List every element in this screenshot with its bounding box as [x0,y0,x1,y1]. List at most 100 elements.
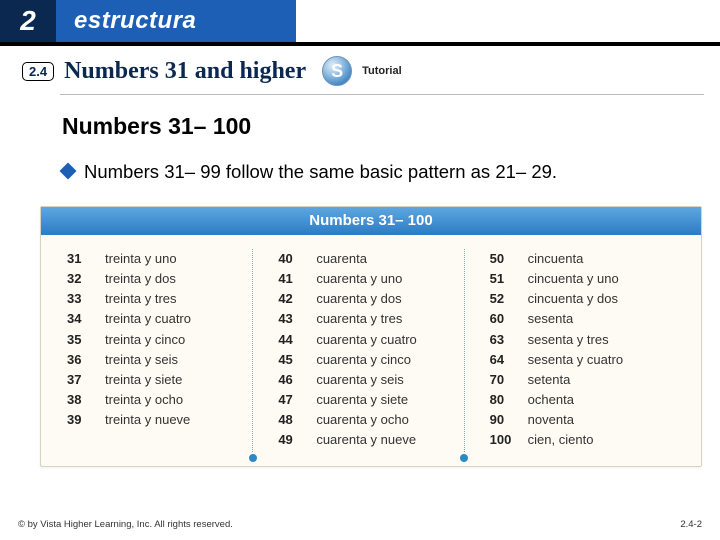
table-row: 46 cuarenta y seis [278,370,463,390]
number-word: sesenta y cuatro [528,350,623,370]
copyright: © by Vista Higher Learning, Inc. All rig… [18,519,233,530]
number-value: 34 [67,309,93,329]
table-row: 47cuarenta y siete [278,390,463,410]
number-word: treinta y cuatro [105,309,191,329]
number-word: sesenta y tres [528,330,609,350]
table-row: 90 noventa [490,410,675,430]
table-row: 33 treinta y tres [67,289,252,309]
table-row: 49 cuarenta y nueve [278,430,463,450]
table-row: 63 sesenta y tres [490,330,675,350]
number-word: cincuenta [528,249,584,269]
number-value: 50 [490,249,516,269]
number-value: 33 [67,289,93,309]
table-row: 40 cuarenta [278,249,463,269]
number-word: treinta y dos [105,269,176,289]
number-value: 38 [67,390,93,410]
number-value: 40 [278,249,304,269]
number-word: cuarenta y ocho [316,410,409,430]
table-row: 31treinta y uno [67,249,252,269]
number-word: treinta y uno [105,249,177,269]
section-badge: 2.4 [22,62,54,81]
table-title: Numbers 31– 100 [41,207,701,235]
table-row: 48 cuarenta y ocho [278,410,463,430]
table-row: 45 cuarenta y cinco [278,350,463,370]
number-value: 46 [278,370,304,390]
number-value: 42 [278,289,304,309]
number-value: 52 [490,289,516,309]
number-word: cuarenta y dos [316,289,401,309]
table-row: 37 treinta y siete [67,370,252,390]
s-icon: S [322,56,352,86]
number-word: cuarenta y tres [316,309,402,329]
number-value: 63 [490,330,516,350]
number-word: noventa [528,410,574,430]
chapter-number: 2 [0,0,56,42]
table-row: 44 cuarenta y cuatro [278,330,463,350]
number-value: 41 [278,269,304,289]
number-value: 48 [278,410,304,430]
number-value: 60 [490,309,516,329]
table-row: 35 treinta y cinco [67,330,252,350]
table-row: 64 sesenta y cuatro [490,350,675,370]
table-column: 40 cuarenta 41 cuarenta y uno 42 cuarenta y d… [252,249,463,450]
number-word: treinta y siete [105,370,182,390]
number-value: 49 [278,430,304,450]
table-row: 52 cincuenta y dos [490,289,675,309]
table-row: 41 cuarenta y uno [278,269,463,289]
subheader: 2.4 Numbers 31 and higher S Tutorial [0,46,720,94]
number-word: cuarenta y nueve [316,430,416,450]
number-value: 100 [490,430,516,450]
table-row: 50 cincuenta [490,249,675,269]
number-value: 64 [490,350,516,370]
number-value: 36 [67,350,93,370]
table-row: 34 treinta y cuatro [67,309,252,329]
table-row: 100 cien, ciento [490,430,675,450]
number-value: 32 [67,269,93,289]
number-word: treinta y cinco [105,330,185,350]
table-row: 43 cuarenta y tres [278,309,463,329]
tutorial-label: Tutorial [362,65,402,77]
number-word: cuarenta y seis [316,370,403,390]
number-word: cien, ciento [528,430,594,450]
table-row: 70setenta [490,370,675,390]
table-body: 31treinta y uno32 treinta y dos 33 treinta … [41,235,701,466]
number-value: 45 [278,350,304,370]
number-word: treinta y nueve [105,410,190,430]
number-value: 44 [278,330,304,350]
number-value: 37 [67,370,93,390]
content-area: Numbers 31– 100 Numbers 31– 99 follow th… [0,95,720,184]
table-row: 60 sesenta [490,309,675,329]
number-word: cuarenta y cuatro [316,330,416,350]
number-value: 80 [490,390,516,410]
footer: © by Vista Higher Learning, Inc. All rig… [18,519,702,530]
number-word: sesenta [528,309,574,329]
table-row: 51 cincuenta y uno [490,269,675,289]
number-word: treinta y tres [105,289,177,309]
number-value: 90 [490,410,516,430]
table-column: 31treinta y uno32 treinta y dos 33 treinta … [67,249,252,450]
number-value: 35 [67,330,93,350]
page-ref: 2.4-2 [680,519,702,530]
diamond-bullet-icon [60,163,77,180]
section-title: Numbers 31 and higher [64,58,306,85]
table-row: 32 treinta y dos [67,269,252,289]
bullet-text: Numbers 31– 99 follow the same basic pat… [84,160,557,184]
number-value: 47 [278,390,304,410]
number-word: cuarenta y cinco [316,350,411,370]
number-value: 51 [490,269,516,289]
table-row: 36treinta y seis [67,350,252,370]
number-word: cuarenta [316,249,367,269]
table-row: 38treinta y ocho [67,390,252,410]
table-row: 80ochenta [490,390,675,410]
number-word: cincuenta y dos [528,289,618,309]
section-label: estructura [56,0,296,42]
table-row: 39treinta y nueve [67,410,252,430]
bullet-row: Numbers 31– 99 follow the same basic pat… [62,160,696,184]
number-value: 43 [278,309,304,329]
numbers-table: Numbers 31– 100 31treinta y uno32 treinta… [40,206,702,467]
top-bar: 2 estructura [0,0,720,42]
number-word: cuarenta y uno [316,269,402,289]
table-row: 42 cuarenta y dos [278,289,463,309]
number-word: cincuenta y uno [528,269,619,289]
number-word: setenta [528,370,571,390]
